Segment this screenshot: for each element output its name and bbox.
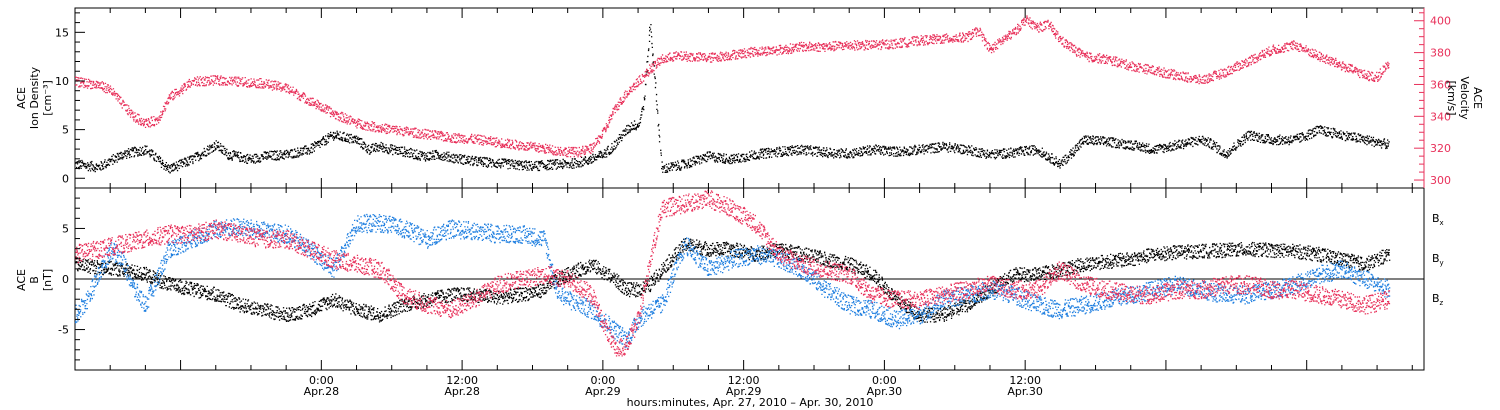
plasma-right-axis-label: ACE Velocity [km/s] xyxy=(1445,76,1484,120)
x-tick-label-date: Apr.30 xyxy=(867,385,903,398)
legend-by: By xyxy=(1432,252,1444,267)
field-label-line2: B xyxy=(28,276,41,284)
field-label-line1: ACE xyxy=(15,269,28,291)
plasma-right-label-line1: ACE xyxy=(1471,87,1484,109)
x-tick-label-time: 12:00 xyxy=(728,374,760,387)
field-bz-series xyxy=(75,189,1391,357)
plasma-left-label-line1: ACE xyxy=(15,87,28,109)
axes-layer: 051015300320340360380400-5050:00Apr.2812… xyxy=(55,8,1451,398)
plasma-right-tick-label: 340 xyxy=(1430,110,1451,123)
plasma-left-label-line3: [cm⁻³] xyxy=(41,80,54,116)
plasma-velocity-series xyxy=(74,15,1390,158)
data-marks xyxy=(74,15,1391,357)
field-legend: Bx By Bz xyxy=(1432,212,1444,307)
field-axis-label: ACE B [nT] xyxy=(15,269,54,291)
x-tick-label-time: 0:00 xyxy=(591,374,616,387)
x-tick-label-time: 0:00 xyxy=(309,374,334,387)
x-tick-label-date: Apr.29 xyxy=(726,385,762,398)
field-points-2 xyxy=(75,189,1391,357)
plasma-left-tick-label: 10 xyxy=(55,75,69,88)
plasma-left-axis-label: ACE Ion Density [cm⁻³] xyxy=(15,66,54,129)
field-tick-label: -5 xyxy=(58,324,69,337)
plasma-right-tick-label: 360 xyxy=(1430,78,1451,91)
plasma-left-tick-label: 0 xyxy=(62,172,69,185)
plasma-right-label-line3: [km/s] xyxy=(1445,80,1458,115)
x-tick-label-time: 12:00 xyxy=(1009,374,1041,387)
field-tick-label: 5 xyxy=(62,222,69,235)
plasma-left-tick-label: 5 xyxy=(62,124,69,137)
plasma-right-label-line2: Velocity xyxy=(1458,76,1471,120)
x-tick-label-date: Apr.28 xyxy=(444,385,480,398)
plasma-points-1 xyxy=(74,15,1390,158)
field-label-line3: [nT] xyxy=(41,269,54,291)
plasma-right-tick-label: 300 xyxy=(1430,174,1451,187)
legend-bx: Bx xyxy=(1432,212,1444,227)
x-tick-label-date: Apr.29 xyxy=(585,385,621,398)
x-tick-label-time: 12:00 xyxy=(446,374,478,387)
x-tick-label-date: Apr.30 xyxy=(1007,385,1043,398)
plasma-points-0 xyxy=(74,24,1390,174)
plasma-left-label-line2: Ion Density xyxy=(28,66,41,129)
legend-bz: Bz xyxy=(1432,292,1444,307)
field-by-series xyxy=(74,213,1391,349)
field-points-0 xyxy=(75,238,1391,323)
x-tick-label-time: 0:00 xyxy=(872,374,897,387)
plasma-right-tick-label: 320 xyxy=(1430,142,1451,155)
plasma-ion-density-series xyxy=(74,24,1390,174)
plasma-right-tick-label: 380 xyxy=(1430,47,1451,60)
plasma-right-tick-label: 400 xyxy=(1430,15,1451,28)
field-points-1 xyxy=(74,213,1391,349)
field-tick-label: 0 xyxy=(62,273,69,286)
plasma-left-tick-label: 15 xyxy=(55,26,69,39)
field-bx-series xyxy=(75,238,1391,323)
x-axis-title: hours:minutes, Apr. 27, 2010 – Apr. 30, … xyxy=(627,396,874,409)
panel-frames xyxy=(74,7,1425,371)
x-tick-label-date: Apr.28 xyxy=(304,385,340,398)
